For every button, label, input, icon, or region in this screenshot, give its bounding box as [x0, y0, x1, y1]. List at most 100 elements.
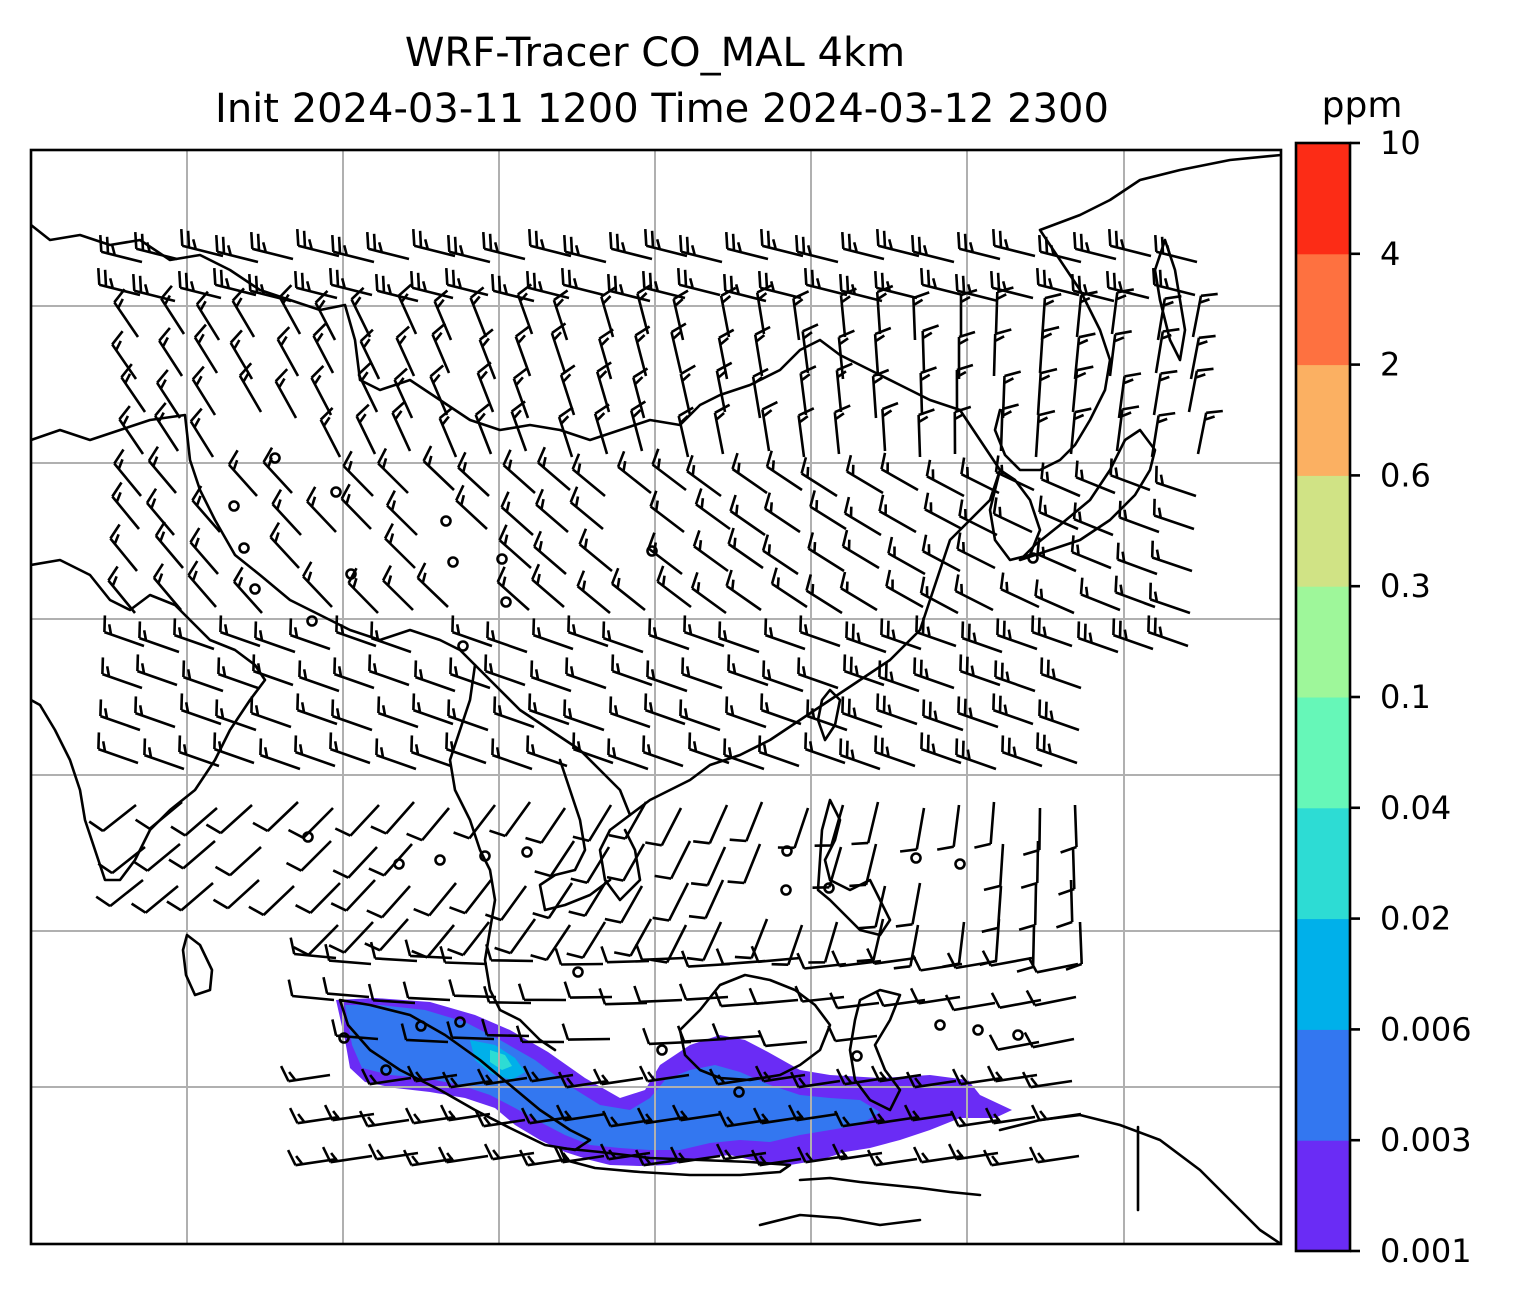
wind-barb [1196, 409, 1223, 455]
wind-barb [827, 1025, 878, 1043]
calm-wind-marker [434, 854, 446, 866]
wind-barb [328, 921, 374, 954]
wind-barb [944, 994, 996, 1012]
wind-barb [839, 571, 878, 612]
calm-wind-marker [780, 884, 792, 896]
wind-barb [366, 232, 410, 261]
wind-barb [602, 621, 644, 654]
wind-barb [794, 985, 845, 1003]
wind-barb [491, 274, 535, 303]
wind-barb [113, 448, 143, 497]
calm-wind-marker [338, 1032, 350, 1044]
wind-barb [445, 732, 487, 765]
wind-barb [136, 654, 178, 687]
wind-barb [770, 567, 808, 609]
wind-barb [103, 615, 145, 648]
wind-barb [1109, 458, 1151, 492]
wind-barb [563, 981, 613, 999]
wind-barb [644, 693, 686, 726]
wind-barb [554, 948, 604, 966]
wind-barb [599, 1143, 651, 1161]
wind-barb [876, 229, 920, 258]
calm-wind-marker [479, 850, 491, 862]
wind-barb [959, 288, 978, 337]
wind-barb [866, 947, 917, 965]
wind-barb [1074, 460, 1116, 495]
wind-barb [340, 483, 372, 530]
wind-barb [99, 235, 143, 264]
wind-barb [324, 943, 372, 966]
wind-barb [213, 268, 257, 297]
wind-barb [555, 1104, 607, 1122]
coastline-java [558, 1146, 792, 1177]
wind-barb [414, 660, 456, 693]
wind-barb [874, 271, 918, 300]
wind-barb [322, 976, 370, 999]
wind-barb [922, 699, 964, 732]
coastline-japan [1018, 428, 1157, 562]
wind-barb [1187, 367, 1214, 413]
coastline-china-east [598, 408, 1002, 902]
wind-barb [101, 657, 143, 690]
colorbar-tick-label: 0.001 [1380, 1232, 1472, 1270]
wind-barb [294, 735, 336, 768]
wind-barb [999, 572, 1040, 609]
wind-barb [598, 987, 648, 1006]
wind-barb [994, 660, 1036, 693]
wind-barb [754, 1065, 806, 1083]
colorbar-unit-label: ppm [1322, 85, 1403, 126]
wind-barb [955, 274, 999, 303]
wind-barb [377, 447, 409, 494]
wind-barb [331, 235, 375, 264]
wind-barb [638, 1065, 690, 1083]
wind-barbs [88, 229, 1223, 1167]
wind-barb [895, 882, 922, 928]
wind-barb [921, 324, 940, 374]
wind-barb [1036, 268, 1080, 297]
wind-barb [359, 328, 381, 380]
wind-barb [412, 229, 456, 258]
figure-title-line1: WRF-Tracer CO_MAL 4km [405, 30, 905, 76]
wind-barb [375, 738, 417, 771]
wind-barb [808, 921, 839, 964]
wind-barb [845, 454, 884, 495]
wind-barb [880, 452, 919, 492]
wind-barb [143, 738, 185, 771]
wind-barb [522, 1065, 574, 1083]
wind-barb [158, 327, 184, 377]
wind-barb [727, 843, 762, 885]
wind-barb [189, 407, 215, 458]
wind-barb [335, 615, 377, 648]
wind-barb [572, 804, 613, 843]
wind-barb [797, 657, 839, 690]
wind-barb [1150, 411, 1176, 458]
wind-barb [276, 326, 300, 377]
wind-barb [111, 481, 141, 530]
wind-barb [215, 699, 257, 732]
calm-wind-marker [972, 1024, 984, 1036]
wind-barb [843, 654, 885, 687]
wind-barb [293, 924, 339, 957]
colorbar-band [1296, 475, 1350, 587]
wind-barb [1025, 989, 1077, 1007]
wind-barb [377, 696, 419, 729]
wind-barb [552, 289, 569, 341]
wind-barb [679, 364, 696, 416]
wind-barb [613, 918, 653, 957]
wind-barb [936, 804, 961, 851]
colorbar-band [1296, 143, 1350, 255]
wind-barb [448, 979, 497, 999]
wind-barb [369, 941, 418, 963]
wind-barb [876, 693, 918, 726]
wind-barb [690, 571, 727, 615]
wind-barb [871, 368, 890, 419]
wind-barb [173, 618, 215, 651]
wind-barb [839, 274, 883, 303]
wind-barb [413, 882, 458, 917]
wind-barb [170, 807, 218, 837]
wind-barb [760, 229, 804, 258]
wind-barb [915, 615, 957, 648]
wind-barb [750, 945, 801, 964]
wind-barb [994, 455, 1035, 492]
wind-barb [1077, 621, 1119, 654]
